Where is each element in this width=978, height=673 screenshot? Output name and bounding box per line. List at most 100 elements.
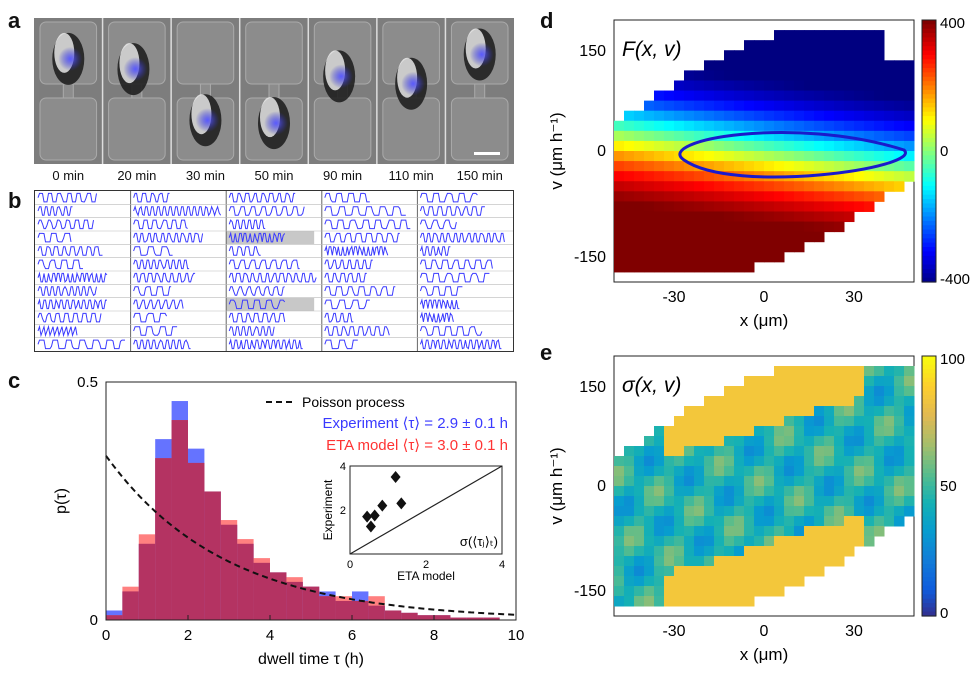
heatmap-cell bbox=[704, 251, 715, 263]
colorbar: 400 0 -400 bbox=[921, 15, 970, 288]
trajectory-trace bbox=[324, 206, 406, 216]
heatmap-cell bbox=[824, 396, 835, 407]
heatmap-cell bbox=[704, 90, 715, 102]
heatmap-cell bbox=[834, 486, 845, 497]
heatmap-cell bbox=[644, 536, 655, 547]
bar-overlap bbox=[335, 600, 352, 620]
heatmap-cell bbox=[814, 70, 825, 81]
trajectory-trace bbox=[419, 259, 493, 270]
heatmap-cell bbox=[634, 516, 645, 527]
heatmap-cell bbox=[904, 161, 915, 172]
heatmap-cell bbox=[704, 396, 715, 407]
heatmap-cell bbox=[804, 231, 815, 243]
heatmap-cell bbox=[854, 60, 865, 71]
heatmap-cell bbox=[794, 80, 805, 92]
heatmap-cell bbox=[824, 496, 835, 507]
heatmap-cell bbox=[704, 130, 715, 142]
heatmap-cell bbox=[694, 436, 705, 447]
heatmap-cell bbox=[774, 566, 785, 577]
heatmap-cell bbox=[824, 506, 835, 517]
heatmap-cell bbox=[764, 506, 775, 517]
heatmap-cell bbox=[714, 60, 725, 71]
heatmap-cell bbox=[714, 536, 725, 547]
heatmap-cell bbox=[764, 241, 775, 253]
heatmap-cell bbox=[804, 396, 815, 407]
heatmap-cell bbox=[704, 241, 715, 253]
heatmap-cell bbox=[674, 476, 685, 487]
heatmap-cell bbox=[684, 130, 695, 142]
heatmap-cell bbox=[714, 436, 725, 447]
heatmap-cell bbox=[674, 261, 685, 273]
heatmap-cell bbox=[824, 446, 835, 457]
heatmap-cell bbox=[834, 386, 845, 397]
heatmap-cell bbox=[614, 556, 625, 567]
heatmap-cell bbox=[724, 251, 735, 263]
heatmap-cell bbox=[674, 556, 685, 567]
heatmap-cell bbox=[674, 506, 685, 517]
heatmap-cell bbox=[814, 60, 825, 71]
y-tick-label: 150 bbox=[579, 379, 606, 396]
heatmap-cell bbox=[674, 211, 685, 223]
panel-title: F(x, v) bbox=[622, 38, 681, 61]
heatmap-cell bbox=[794, 506, 805, 517]
heatmap-cell bbox=[784, 386, 795, 397]
heatmap-cell bbox=[834, 396, 845, 407]
heatmap-cell bbox=[814, 40, 825, 51]
heatmap-cell bbox=[684, 211, 695, 223]
heatmap-cell bbox=[804, 80, 815, 92]
heatmap-cell bbox=[774, 90, 785, 102]
bar-experiment bbox=[106, 610, 123, 620]
heatmap-cell bbox=[804, 181, 815, 192]
bar-overlap bbox=[270, 572, 287, 620]
heatmap-cell bbox=[834, 556, 845, 567]
heatmap-cell bbox=[674, 251, 685, 263]
heatmap-cell bbox=[614, 161, 625, 172]
heatmap-cell bbox=[774, 436, 785, 447]
heatmap-cell bbox=[874, 171, 885, 182]
heatmap-cell bbox=[744, 436, 755, 447]
heatmap-cell bbox=[814, 446, 825, 457]
heatmap-cell bbox=[874, 386, 885, 397]
heatmap-cell bbox=[684, 161, 695, 172]
heatmap-cell bbox=[674, 456, 685, 467]
heatmap-cell bbox=[784, 140, 795, 152]
heatmap-cell bbox=[804, 211, 815, 223]
heatmap-cell bbox=[694, 596, 705, 607]
heatmap-cell bbox=[614, 466, 625, 477]
heatmap-cell bbox=[834, 70, 845, 81]
heatmap-cell bbox=[704, 80, 715, 92]
heatmap-cell bbox=[654, 496, 665, 507]
heatmap-cell bbox=[764, 526, 775, 537]
trajectory-trace bbox=[133, 192, 170, 203]
heatmap-cell bbox=[674, 596, 685, 607]
heatmap-cell bbox=[654, 586, 665, 597]
heatmap-cell bbox=[664, 120, 675, 132]
heatmap-cell bbox=[844, 211, 855, 223]
heatmap-cell bbox=[804, 526, 815, 537]
trajectory-trace bbox=[228, 338, 303, 351]
heatmap-cell bbox=[664, 546, 675, 557]
trajectory-trace bbox=[37, 259, 83, 270]
heatmap-cell bbox=[894, 436, 905, 447]
heatmap-cell bbox=[874, 151, 885, 162]
heatmap-cell bbox=[884, 386, 895, 397]
heatmap-cell bbox=[634, 221, 645, 233]
heatmap-cell bbox=[664, 586, 675, 597]
heatmap-cell bbox=[704, 261, 715, 273]
heatmap-cell bbox=[654, 140, 665, 152]
heatmap-cell bbox=[734, 406, 745, 417]
bar-overlap bbox=[450, 617, 467, 620]
heatmap-cell bbox=[614, 241, 625, 253]
heatmap-cell bbox=[744, 100, 755, 112]
heatmap-cell bbox=[834, 161, 845, 172]
heatmap-cell bbox=[754, 221, 765, 233]
heatmap-cell bbox=[794, 231, 805, 243]
heatmap-cell bbox=[704, 100, 715, 112]
heatmap-cell bbox=[704, 536, 715, 547]
heatmap-cell bbox=[884, 486, 895, 497]
heatmap-cell bbox=[734, 191, 745, 202]
time-label: 110 min bbox=[388, 168, 434, 183]
heatmap-cell bbox=[664, 506, 675, 517]
heatmap-cell bbox=[874, 486, 885, 497]
heatmap-cell bbox=[834, 110, 845, 122]
